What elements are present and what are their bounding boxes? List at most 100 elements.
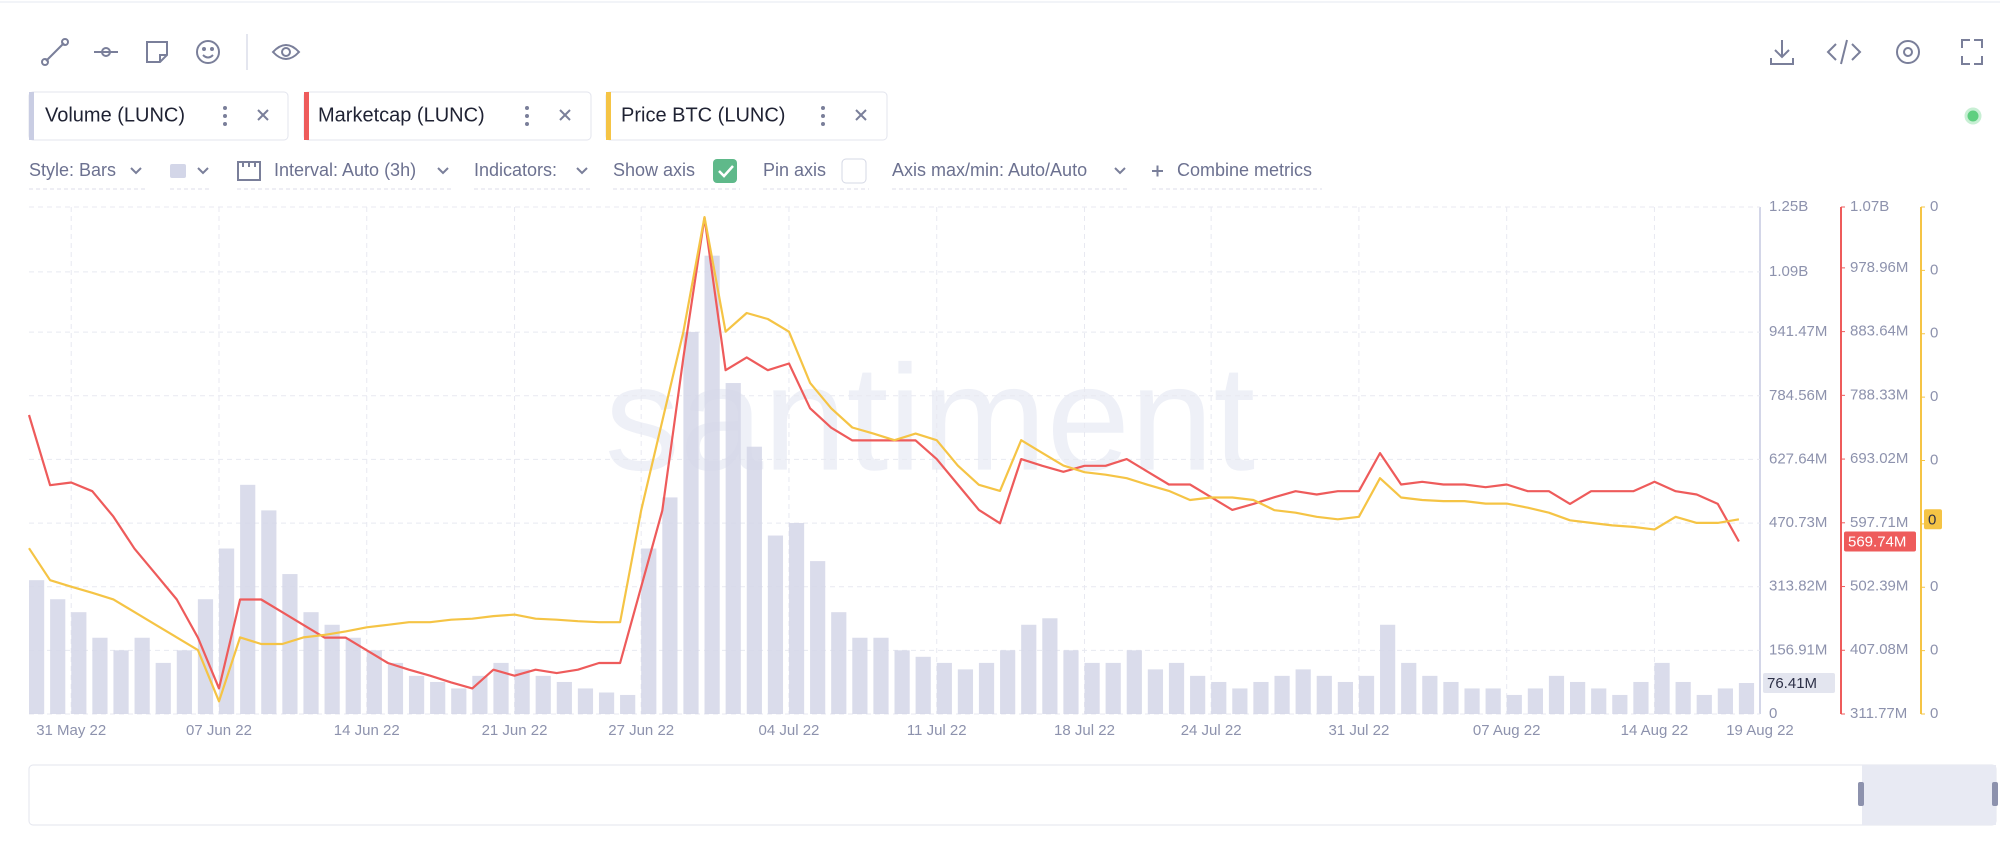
y-tick-label: 0 — [1930, 388, 1938, 405]
metric-chip[interactable]: Price BTC (LUNC) — [605, 91, 888, 141]
check-mark — [718, 165, 734, 178]
volume-bar — [261, 510, 277, 714]
volume-bar — [366, 650, 382, 714]
volume-bar — [1063, 650, 1079, 714]
volume-bar — [810, 561, 826, 714]
emoji-tool[interactable] — [196, 40, 220, 64]
volume-bar — [176, 650, 192, 714]
embed-button[interactable] — [1826, 39, 1862, 65]
volume-bar — [1000, 650, 1016, 714]
volume-bar — [451, 688, 467, 714]
visibility-tool[interactable] — [271, 44, 301, 60]
y-tick-label: 0 — [1930, 325, 1938, 342]
volume-bar — [1168, 662, 1185, 714]
volume-bar — [1633, 681, 1649, 714]
x-tick-label: 14 Aug 22 — [1621, 722, 1689, 739]
volume-bar — [1738, 683, 1755, 714]
volume-bar — [345, 637, 361, 714]
x-tick-label: 14 Jun 22 — [334, 722, 400, 739]
volume-bar — [92, 637, 108, 714]
volume-bar — [662, 497, 678, 714]
volume-bar — [50, 599, 66, 714]
volume-bar — [1675, 681, 1691, 714]
y-tick-label: 883.64M — [1850, 323, 1908, 340]
status-dot — [1964, 107, 1982, 125]
chip-label: Volume (LUNC) — [45, 104, 185, 126]
x-tick-label: 19 Aug 22 — [1726, 722, 1794, 739]
navigator — [28, 764, 1998, 826]
last-value-badge: 76.41M — [1763, 673, 1835, 694]
range-handle[interactable] — [1858, 782, 1864, 806]
color-swatch[interactable] — [170, 164, 186, 178]
chevron — [437, 167, 449, 175]
interval-option[interactable]: Interval: Auto (3h) — [274, 160, 416, 180]
y-tick-label: 941.47M — [1769, 323, 1827, 340]
volume-bar — [324, 624, 340, 714]
volume-bar — [71, 612, 87, 714]
y-tick-label: 313.82M — [1769, 578, 1827, 595]
y-tick-label: 0 — [1769, 705, 1777, 722]
chevron — [197, 167, 209, 175]
volume-bar — [1570, 681, 1586, 714]
y-tick-label: 1.09B — [1769, 263, 1808, 280]
close-icon[interactable] — [559, 109, 571, 121]
volume-bar — [155, 662, 171, 714]
volume-bar — [408, 675, 425, 714]
close-icon[interactable] — [257, 109, 269, 121]
series-line — [28, 216, 1740, 703]
y-tick-label: 0 — [1930, 451, 1938, 468]
metric-chip[interactable]: Marketcap (LUNC) — [303, 91, 592, 141]
show-axis-option[interactable]: Show axis — [613, 160, 695, 180]
x-tick-label: 31 May 22 — [36, 722, 106, 739]
volume-bar — [134, 637, 150, 714]
indicators-option[interactable]: Indicators: — [474, 160, 557, 180]
note-tool[interactable] — [146, 41, 168, 63]
pin-axis-option[interactable]: Pin axis — [763, 160, 826, 180]
y-tick-label: 311.77M — [1850, 705, 1907, 722]
volume-bar — [957, 669, 974, 714]
download-button[interactable] — [1770, 40, 1794, 65]
trend-line-tool[interactable] — [41, 38, 69, 66]
y-tick-label: 978.96M — [1850, 259, 1908, 276]
volume-bar — [556, 681, 572, 714]
axis-range-option[interactable]: Axis max/min: Auto/Auto — [892, 160, 1087, 180]
badge-label: 0 — [1928, 511, 1936, 528]
volume-bar — [936, 662, 952, 714]
volume-bar — [29, 580, 45, 714]
volume-bar — [894, 650, 910, 714]
style-option[interactable]: Style: Bars — [29, 160, 116, 180]
range-handle[interactable] — [1992, 782, 1998, 806]
chip-label: Price BTC (LUNC) — [621, 104, 785, 126]
y-tick-label: 1.25B — [1769, 198, 1808, 215]
settings-button[interactable] — [1896, 40, 1920, 64]
volume-bar — [915, 656, 931, 714]
checkbox-checked[interactable] — [713, 159, 737, 183]
y-tick-label: 0 — [1930, 261, 1938, 278]
volume-bar — [1126, 650, 1142, 714]
y-tick-label: 693.02M — [1850, 450, 1908, 467]
volume-bar — [978, 662, 995, 714]
volume-bar — [1527, 688, 1543, 714]
combine-metrics[interactable]: Combine metrics — [1177, 160, 1312, 180]
y-tick-label: 156.91M — [1769, 641, 1827, 658]
chevron — [576, 167, 588, 175]
metric-chip[interactable]: Volume (LUNC) — [28, 91, 289, 141]
volume-bar — [725, 383, 741, 714]
volume-bar — [873, 637, 889, 714]
volume-bar — [1190, 675, 1206, 714]
toolbar-left — [41, 34, 301, 70]
x-tick-label: 18 Jul 22 — [1054, 722, 1115, 739]
volume-bar — [1105, 662, 1121, 714]
x-tick-label: 21 Jun 22 — [482, 722, 548, 739]
fullscreen-button[interactable] — [1961, 39, 1983, 65]
volume-bar — [767, 535, 784, 714]
close-icon[interactable] — [855, 109, 867, 121]
volume-bar — [1147, 669, 1164, 714]
volume-bar — [1443, 681, 1459, 714]
y-tick-label: 784.56M — [1769, 387, 1827, 404]
plot-area: 31 May 22 07 Jun 22 14 Jun 22 21 Jun 22 27 J… — [27, 198, 1942, 739]
x-tick-label: 31 Jul 22 — [1328, 722, 1389, 739]
checkbox[interactable] — [841, 158, 867, 184]
horizontal-line-tool[interactable] — [94, 47, 118, 57]
